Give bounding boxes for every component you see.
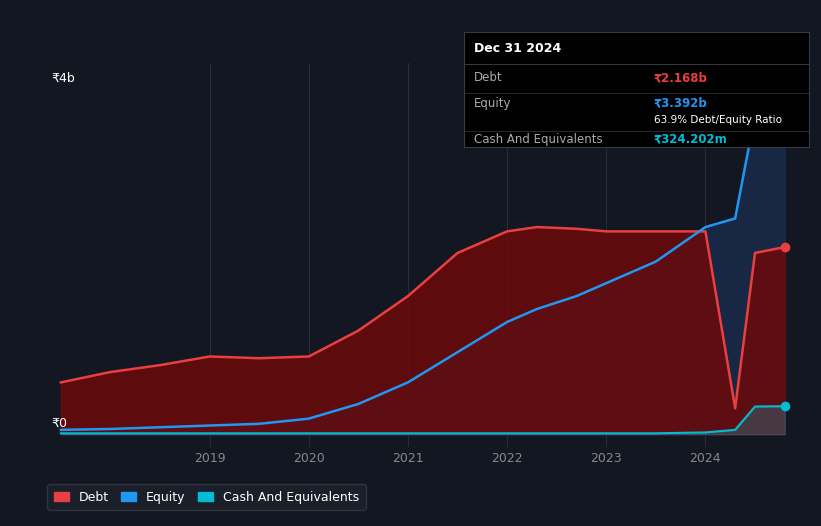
Text: ₹2.168b: ₹2.168b [654, 72, 708, 84]
Text: ₹3.392b: ₹3.392b [654, 97, 707, 110]
Text: Debt: Debt [475, 72, 502, 84]
Text: Dec 31 2024: Dec 31 2024 [475, 43, 562, 55]
Text: ₹4b: ₹4b [51, 72, 75, 85]
Text: ₹0: ₹0 [51, 417, 67, 430]
Text: Equity: Equity [475, 97, 511, 110]
Text: 63.9% Debt/Equity Ratio: 63.9% Debt/Equity Ratio [654, 115, 782, 125]
Legend: Debt, Equity, Cash And Equivalents: Debt, Equity, Cash And Equivalents [48, 484, 365, 510]
Text: Cash And Equivalents: Cash And Equivalents [475, 133, 603, 146]
Text: ₹324.202m: ₹324.202m [654, 133, 727, 146]
